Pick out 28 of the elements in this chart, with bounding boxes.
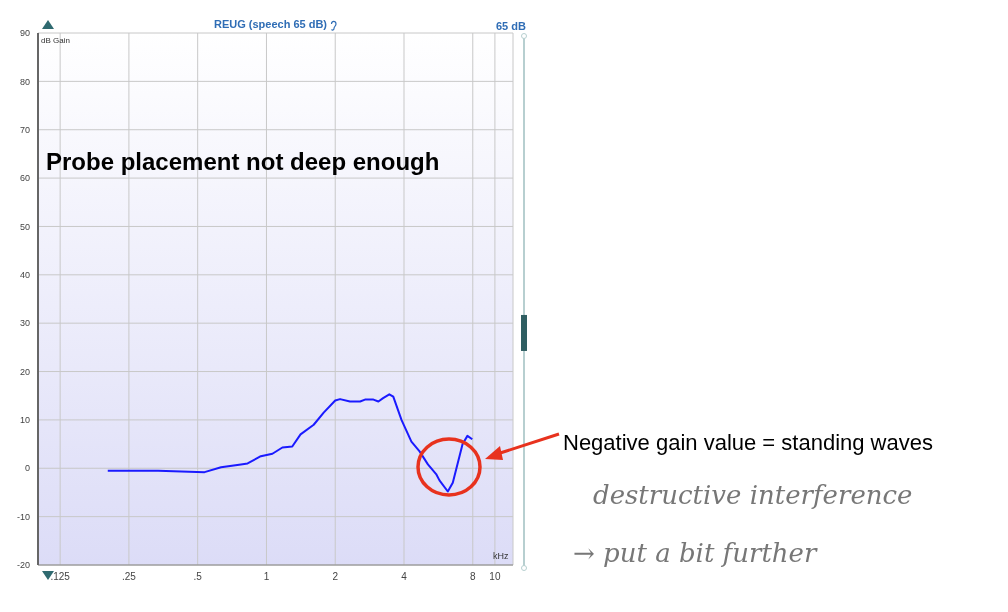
x-tick-label: .25: [121, 571, 137, 583]
annotation: Probe placement not deep enough: [46, 148, 440, 176]
y-tick-label: 0: [24, 463, 30, 474]
y-tick-label: 70: [19, 124, 30, 135]
y-axis-title: dB Gain: [41, 36, 70, 45]
x-tick-label: 2: [332, 571, 339, 583]
x-tick-label: 4: [401, 571, 408, 583]
y-tick-label: 30: [19, 318, 30, 329]
y-tick-label: 90: [19, 28, 30, 39]
text: destructive interference: [593, 480, 913, 510]
x-tick-label: 8: [469, 571, 476, 583]
y-tick-label: 80: [19, 76, 30, 87]
text: Negative gain value = standing waves: [563, 430, 933, 456]
x-tick-label: 1: [263, 571, 270, 583]
x-tick-label: 10: [489, 571, 501, 583]
y-tick-label: 60: [19, 173, 30, 184]
y-tick-label: 10: [19, 415, 30, 426]
x-axis-title: kHz: [493, 551, 509, 561]
y-tick-label: -10: [16, 511, 30, 522]
y-tick-label: 40: [19, 270, 30, 281]
y-tick-label: 20: [19, 366, 30, 377]
y-tick-label: 50: [19, 221, 30, 232]
x-tick-label: .5: [193, 571, 203, 583]
chart-title: REUG (speech 65 dB): [213, 18, 328, 30]
y-tick-label: -20: [16, 560, 30, 571]
text: 65 dB: [496, 20, 526, 32]
x-tick-label: .125: [50, 571, 71, 583]
text: → put a bit further: [573, 538, 817, 568]
